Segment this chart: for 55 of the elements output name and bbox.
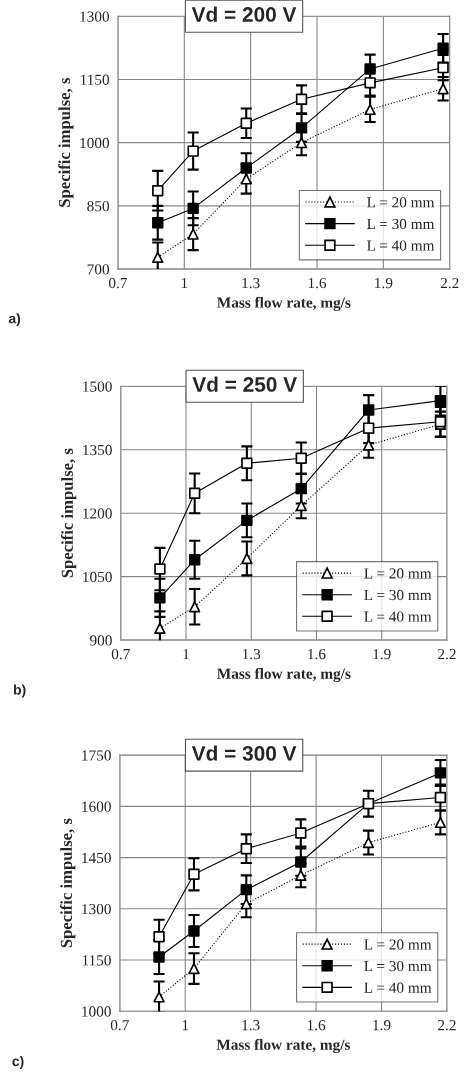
x-tick-label: 1.6	[308, 277, 327, 289]
x-tick-label: 1.3	[243, 648, 261, 660]
y-tick-label: 1200	[83, 508, 112, 519]
x-tick-label: 2.2	[440, 277, 459, 289]
y-tick-label: 1450	[82, 852, 111, 864]
legend-label: L = 40 mm	[367, 240, 435, 251]
y-tick-label: 1300	[82, 903, 111, 915]
chart-title: Vd = 200 V	[191, 6, 297, 22]
legend-label: L = 20 mm	[367, 197, 435, 208]
x-tick-label: 1	[183, 649, 189, 660]
legend-label: L = 30 mm	[364, 960, 432, 972]
chart-title: Vd = 250 V	[192, 376, 297, 392]
y-axis-title: Specific impulse, s	[60, 818, 76, 948]
y-tick-label: 1300	[80, 11, 110, 22]
text: a)	[8, 313, 21, 327]
y-tick-label: 1150	[82, 955, 111, 966]
x-tick-label: 0.7	[108, 277, 128, 289]
text: c)	[12, 1055, 24, 1069]
y-tick-label: 1000	[80, 137, 110, 149]
y-tick-label: 900	[89, 635, 112, 646]
text: b)	[14, 684, 26, 698]
x-tick-label: 1.9	[373, 648, 391, 660]
y-tick-label: 1050	[83, 571, 112, 583]
x-tick-label: 1.3	[242, 1020, 260, 1031]
x-tick-label: 2.2	[438, 1020, 456, 1031]
x-tick-label: 0.7	[110, 1019, 129, 1031]
y-tick-label: 1150	[80, 74, 110, 85]
x-axis-title: Mass flow rate, mg/s	[216, 1038, 351, 1054]
x-axis-title: Mass flow rate, mg/s	[217, 667, 351, 683]
chart-title: Vd = 300 V	[191, 745, 297, 761]
x-tick-label: 1	[182, 1020, 189, 1031]
x-tick-label: 1	[181, 277, 188, 289]
y-tick-label: 850	[87, 201, 110, 212]
legend-label: L = 20 mm	[364, 568, 432, 579]
y-tick-label: 700	[87, 264, 110, 275]
x-tick-label: 1.6	[308, 648, 326, 660]
x-tick-label: 1.6	[307, 1020, 326, 1031]
y-tick-label: 1750	[82, 750, 111, 761]
x-tick-label: 0.7	[111, 648, 130, 660]
x-tick-label: 1.3	[242, 277, 260, 289]
y-tick-label: 1600	[82, 801, 111, 812]
y-tick-label: 1350	[83, 444, 112, 456]
x-axis-title: Mass flow rate, mg/s	[217, 296, 351, 311]
x-tick-label: 2.2	[438, 648, 456, 660]
legend-label: L = 30 mm	[367, 218, 435, 230]
legend-label: L = 40 mm	[364, 611, 432, 622]
y-tick-label: 1500	[83, 381, 112, 392]
y-axis-title: Specific impulse, s	[61, 448, 77, 578]
x-tick-label: 1.9	[373, 1020, 391, 1031]
y-tick-label: 1000	[82, 1006, 111, 1017]
y-axis-title: Specific impulse, s	[58, 78, 74, 207]
legend-label: L = 40 mm	[364, 982, 432, 993]
legend-label: L = 30 mm	[364, 589, 432, 601]
x-tick-label: 1.9	[375, 277, 393, 289]
legend-label: L = 20 mm	[364, 939, 432, 950]
